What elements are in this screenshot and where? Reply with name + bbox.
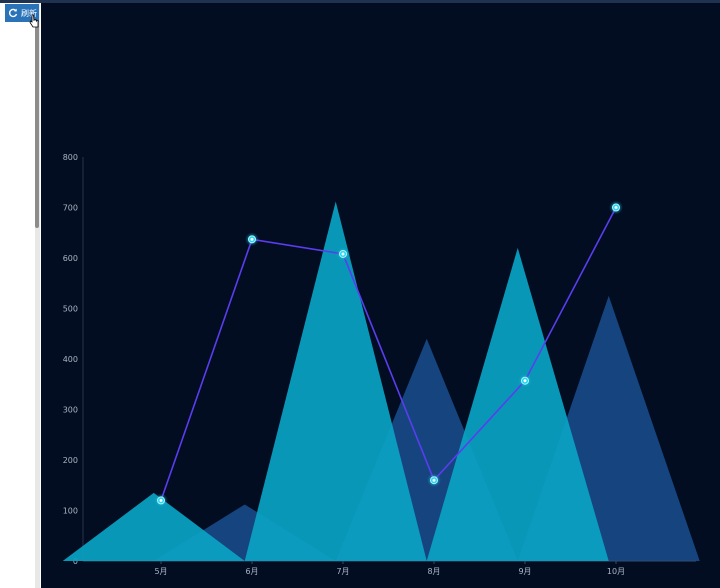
x-tick-label: 9月: [518, 567, 531, 576]
peak-teal: [244, 201, 427, 561]
x-tick-label: 6月: [245, 567, 258, 576]
y-tick-label: 100: [63, 507, 78, 516]
x-tick-label: 5月: [154, 567, 167, 576]
y-tick-label: 700: [63, 204, 78, 213]
left-panel: [0, 3, 40, 588]
x-tick-label: 8月: [427, 567, 440, 576]
series-line: [160, 207, 617, 501]
y-tick-label: 0: [73, 557, 78, 566]
y-tick-label: 200: [63, 456, 78, 465]
hand-cursor-icon: [29, 13, 39, 32]
data-point-core: [523, 379, 527, 383]
refresh-button[interactable]: 刷新: [5, 4, 39, 22]
scrollbar-track[interactable]: [35, 3, 40, 588]
peak-teal: [426, 247, 609, 561]
scrollbar-thumb[interactable]: [35, 20, 39, 228]
y-tick-label: 800: [63, 153, 78, 162]
data-point-core: [250, 237, 254, 241]
y-tick-label: 300: [63, 406, 78, 415]
x-tick-label: 10月: [607, 567, 625, 576]
window-top-bar: [0, 0, 720, 3]
x-tick-label: 7月: [336, 567, 349, 576]
data-point-core: [432, 478, 436, 482]
chart-svg: 0 100 200 300 400 500 600 700 800 5月 6月 7月 8月 9月 10月: [62, 153, 700, 576]
data-point-core: [614, 206, 618, 209]
data-point-core: [341, 252, 345, 256]
refresh-icon: [8, 8, 18, 18]
y-tick-label: 600: [63, 254, 78, 263]
chart-area: 0 100 200 300 400 500 600 700 800 5月 6月 7月 8月 9月 10月: [41, 3, 720, 588]
refresh-label: 刷新: [21, 8, 37, 18]
data-point-core: [159, 498, 163, 502]
y-tick-label: 400: [63, 355, 78, 364]
peak-teal: [62, 492, 245, 561]
y-tick-label: 500: [63, 305, 78, 314]
